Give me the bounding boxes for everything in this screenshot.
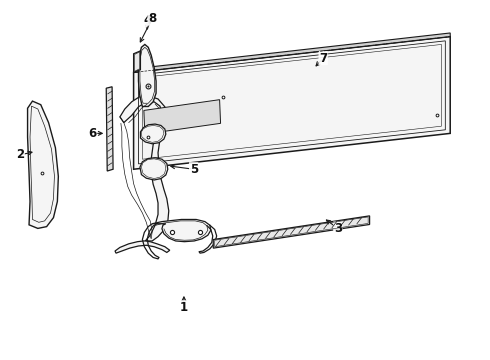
Polygon shape: [152, 220, 211, 242]
Polygon shape: [140, 158, 168, 180]
Text: 7: 7: [319, 51, 327, 64]
Text: 1: 1: [180, 301, 188, 314]
Polygon shape: [141, 124, 166, 144]
Text: 5: 5: [190, 163, 198, 176]
Text: 6: 6: [88, 127, 97, 140]
Polygon shape: [106, 87, 113, 171]
Polygon shape: [144, 100, 220, 134]
Polygon shape: [27, 101, 58, 228]
Polygon shape: [134, 51, 141, 72]
Text: 4: 4: [143, 14, 151, 27]
Text: 8: 8: [148, 12, 156, 25]
Polygon shape: [213, 216, 369, 248]
Polygon shape: [139, 44, 156, 107]
Polygon shape: [115, 241, 170, 253]
Polygon shape: [120, 96, 169, 241]
Polygon shape: [134, 37, 450, 169]
Text: 3: 3: [334, 222, 342, 235]
Polygon shape: [134, 33, 450, 72]
Text: 2: 2: [16, 148, 24, 161]
